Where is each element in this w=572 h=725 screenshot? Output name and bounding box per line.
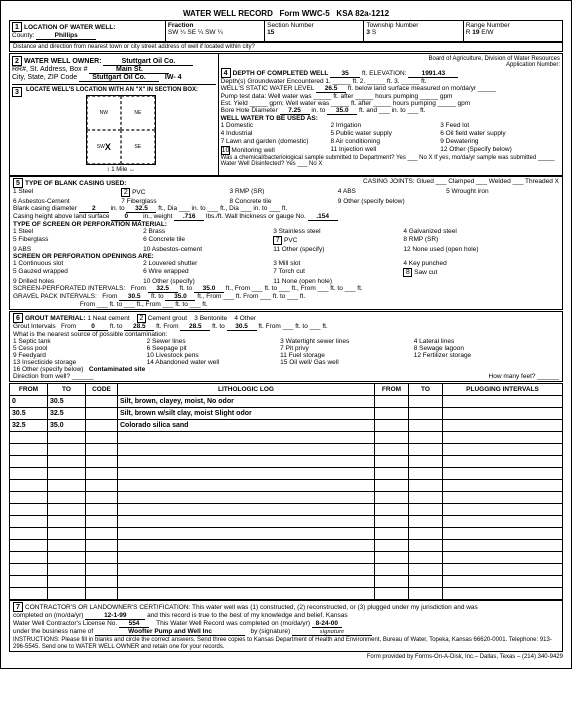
form-title: WATER WELL RECORD Form WWC-5 KSA 82a-121…	[9, 9, 563, 18]
owner-block: 2WATER WELL OWNER: Stuttgart Oil Co. RR#…	[12, 56, 216, 82]
footer: Form provided by Forms-On-A-Disk, Inc.– …	[9, 654, 563, 660]
chem-q: Was a chemical/bacteriological sample su…	[221, 155, 560, 167]
open-types: 1 Continuous slot2 Louvered shutter3 Mil…	[13, 260, 559, 285]
gw-enc: Depth(s) Groundwater Encountered 1. ____…	[221, 78, 560, 85]
locate-heading: LOCATE WELL'S LOCATION WITH AN "X" IN SE…	[26, 87, 216, 93]
grout-types: 1 Neat cement 2 Cement grout 3 Bentonite…	[87, 315, 261, 322]
lithologic-log: FROM TO CODE LITHOLOGIC LOG FROM TO PLUG…	[9, 383, 563, 600]
header-row: 1LOCATION OF WATER WELL:County: Phillips…	[9, 20, 563, 42]
distance-q: Distance and direction from nearest town…	[9, 42, 563, 52]
section-box: NWNESWXSE	[86, 95, 156, 165]
screen-types: 1 Steel2 Brass3 Stainless steel4 Galvani…	[13, 228, 559, 253]
pump-test: Pump test data: Well water was _____ ft.…	[221, 93, 560, 100]
casing-joints: CASING JOINTS: Glued ___ Clamped ___ Wel…	[363, 178, 559, 185]
instructions: INSTRUCTIONS: Please fill in blanks and …	[13, 637, 552, 650]
casing-types: 1 Steel2 PVC3 RMP (SR)4 ABS5 Wrought iro…	[13, 188, 559, 205]
contam-list: 1 Septic tank2 Sewer lines3 Watertight s…	[13, 338, 559, 373]
uses-list: 1 Domestic2 Irrigation3 Feed lot4 Indust…	[221, 122, 560, 155]
cert-heading: CONTRACTOR'S OR LANDOWNER'S CERTIFICATIO…	[25, 604, 478, 611]
est-yield: Est. Yield _____ gpm; Well water was ___…	[221, 100, 560, 107]
signature: signature	[292, 628, 372, 636]
